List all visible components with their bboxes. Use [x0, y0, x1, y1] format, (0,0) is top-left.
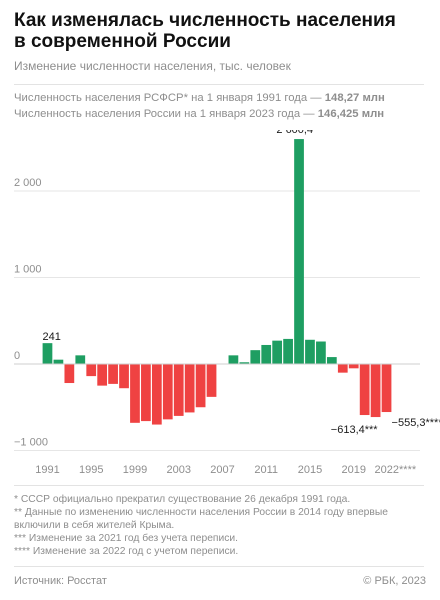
title-line-2: в современной России: [14, 31, 231, 52]
bar: [294, 139, 304, 364]
bar: [195, 364, 206, 408]
bar: [370, 364, 381, 418]
bar: [173, 364, 184, 416]
stat-line-2: Численность населения России на 1 января…: [14, 108, 384, 120]
divider-footer: [14, 566, 424, 567]
footnote-2-cont: включили в себя жителей Крыма.: [14, 520, 175, 531]
bar: [75, 355, 86, 364]
x-tick-label: 1995: [79, 464, 103, 476]
y-tick-label: 2 000: [14, 177, 42, 189]
bar: [119, 364, 129, 389]
data-label: 241: [42, 331, 60, 343]
bar: [228, 355, 239, 364]
bar: [337, 364, 348, 373]
population-change-bar-chart: 2 000 1 000 0 −1 000 1991 1995 1999 2003 2007 201…: [14, 130, 440, 476]
bar: [108, 364, 118, 384]
x-tick-label: 2007: [210, 464, 234, 476]
y-tick-label: 1 000: [14, 264, 42, 276]
bar: [261, 344, 272, 364]
stat-line-1-value: 148,27 млн: [324, 92, 385, 104]
bar: [272, 340, 283, 364]
x-tick-label: 2015: [298, 464, 322, 476]
bar: [184, 364, 195, 413]
footnote-4: **** Изменение за 2022 год с учетом пере…: [14, 546, 239, 557]
bar: [130, 364, 140, 423]
bar: [141, 364, 151, 422]
footnote-2: ** Данные по изменению численности насел…: [14, 507, 388, 518]
divider-bottom: [14, 485, 424, 486]
bar: [326, 357, 337, 364]
title-line-1: Как изменялась численность населения: [14, 10, 396, 31]
stat-line-2-text: Численность населения России на 1 января…: [14, 108, 318, 120]
stat-line-1-text: Численность населения РСФСР* на 1 января…: [14, 92, 325, 104]
footnote-1: * СССР официально прекратил существовани…: [14, 494, 351, 505]
bar: [250, 350, 261, 364]
data-label: −613,4***: [331, 424, 379, 436]
bar: [239, 362, 250, 364]
bar: [42, 343, 53, 364]
bar: [348, 364, 359, 369]
bar: [97, 364, 108, 386]
bar: [283, 338, 293, 364]
chart-subtitle: Изменение численности населения, тыс. че…: [14, 59, 291, 73]
bar: [316, 341, 326, 364]
x-tick-label: 1999: [123, 464, 147, 476]
bar: [206, 364, 217, 397]
divider-top: [14, 84, 424, 85]
y-tick-label: −1 000: [14, 437, 48, 449]
bar: [53, 359, 64, 364]
x-tick-label: 2011: [254, 464, 278, 476]
bar: [151, 364, 162, 425]
bar: [381, 364, 392, 413]
data-label: −555,3****: [392, 417, 440, 429]
data-label: 2 600,4**: [276, 130, 322, 136]
bar: [86, 364, 97, 377]
bar: [162, 364, 173, 420]
bar: [359, 364, 370, 416]
bar: [305, 339, 315, 364]
y-tick-label: 0: [14, 350, 20, 362]
x-tick-label: 2022****: [375, 464, 417, 476]
stat-line-1: Численность населения РСФСР* на 1 января…: [14, 92, 385, 104]
x-tick-label: 2003: [166, 464, 190, 476]
x-tick-label: 1991: [35, 464, 59, 476]
footnote-3: *** Изменение за 2021 год без учета пере…: [14, 533, 239, 544]
stat-line-2-value: 146,425 млн: [317, 108, 385, 120]
source-label: Источник: Росстат: [14, 575, 107, 587]
chart-title: Как изменялась численность населения в с…: [14, 10, 424, 52]
x-tick-label: 2019: [341, 464, 365, 476]
bar: [64, 364, 75, 384]
copyright-label: © РБК, 2023: [363, 575, 426, 587]
